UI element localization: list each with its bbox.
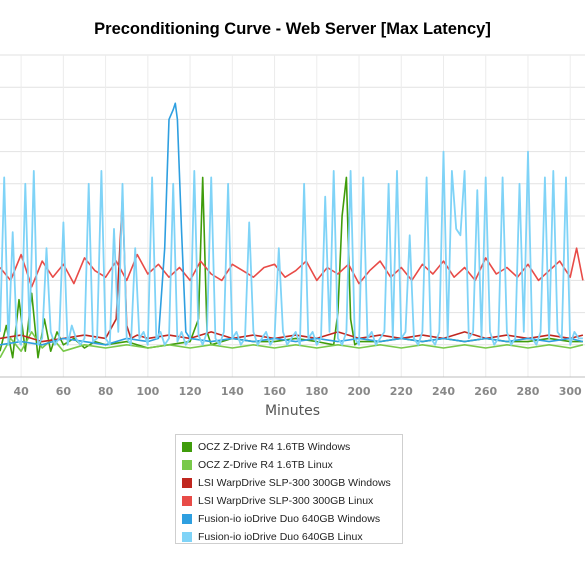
legend-swatch <box>182 496 192 506</box>
series-line-3 <box>0 195 584 343</box>
legend-label: LSI WarpDrive SLP-300 300GB Windows <box>198 477 391 489</box>
legend-swatch <box>182 460 192 470</box>
x-tick-label: 160 <box>263 385 286 398</box>
series-lines <box>0 102 584 359</box>
legend-item: Fusion-io ioDrive Duo 640GB Linux <box>182 528 402 546</box>
legend-label: LSI WarpDrive SLP-300 300GB Linux <box>198 495 374 507</box>
legend-swatch <box>182 514 192 524</box>
legend-item: LSI WarpDrive SLP-300 300GB Windows <box>182 474 402 492</box>
x-axis: 40 60 80 100 120 140 160 180 200 220 240 260 280 300 <box>0 376 585 398</box>
legend-swatch <box>182 442 192 452</box>
legend-item: LSI WarpDrive SLP-300 300GB Linux <box>182 492 402 510</box>
legend-label: OCZ Z-Drive R4 1.6TB Linux <box>198 459 333 471</box>
chart-title: Preconditioning Curve - Web Server [Max … <box>94 20 491 38</box>
legend-label: Fusion-io ioDrive Duo 640GB Linux <box>198 531 363 543</box>
x-tick-label: 200 <box>348 385 371 398</box>
x-tick-label: 120 <box>179 385 202 398</box>
series-line-6 <box>0 150 583 346</box>
x-tick-label: 220 <box>390 385 413 398</box>
legend-swatch <box>182 532 192 542</box>
legend-swatch <box>182 478 192 488</box>
x-axis-label: Minutes <box>264 403 321 419</box>
legend-label: Fusion-io ioDrive Duo 640GB Windows <box>198 513 381 525</box>
legend-item: OCZ Z-Drive R4 1.6TB Windows <box>182 438 402 456</box>
legend-item: OCZ Z-Drive R4 1.6TB Linux <box>182 456 402 474</box>
x-tick-label: 140 <box>221 385 244 398</box>
x-tick-label: 260 <box>474 385 497 398</box>
legend-item: Fusion-io ioDrive Duo 640GB Windows <box>182 510 402 528</box>
legend: OCZ Z-Drive R4 1.6TB Windows OCZ Z-Drive … <box>175 434 403 544</box>
x-tick-label: 280 <box>516 385 539 398</box>
x-tick-label: 100 <box>136 385 159 398</box>
x-tick-label: 180 <box>305 385 328 398</box>
legend-label: OCZ Z-Drive R4 1.6TB Windows <box>198 441 351 453</box>
x-tick-label: 60 <box>56 385 72 398</box>
x-tick-label: 40 <box>13 385 29 398</box>
x-tick-label: 80 <box>98 385 114 398</box>
x-tick-label: 300 <box>559 385 582 398</box>
x-tick-label: 240 <box>432 385 455 398</box>
